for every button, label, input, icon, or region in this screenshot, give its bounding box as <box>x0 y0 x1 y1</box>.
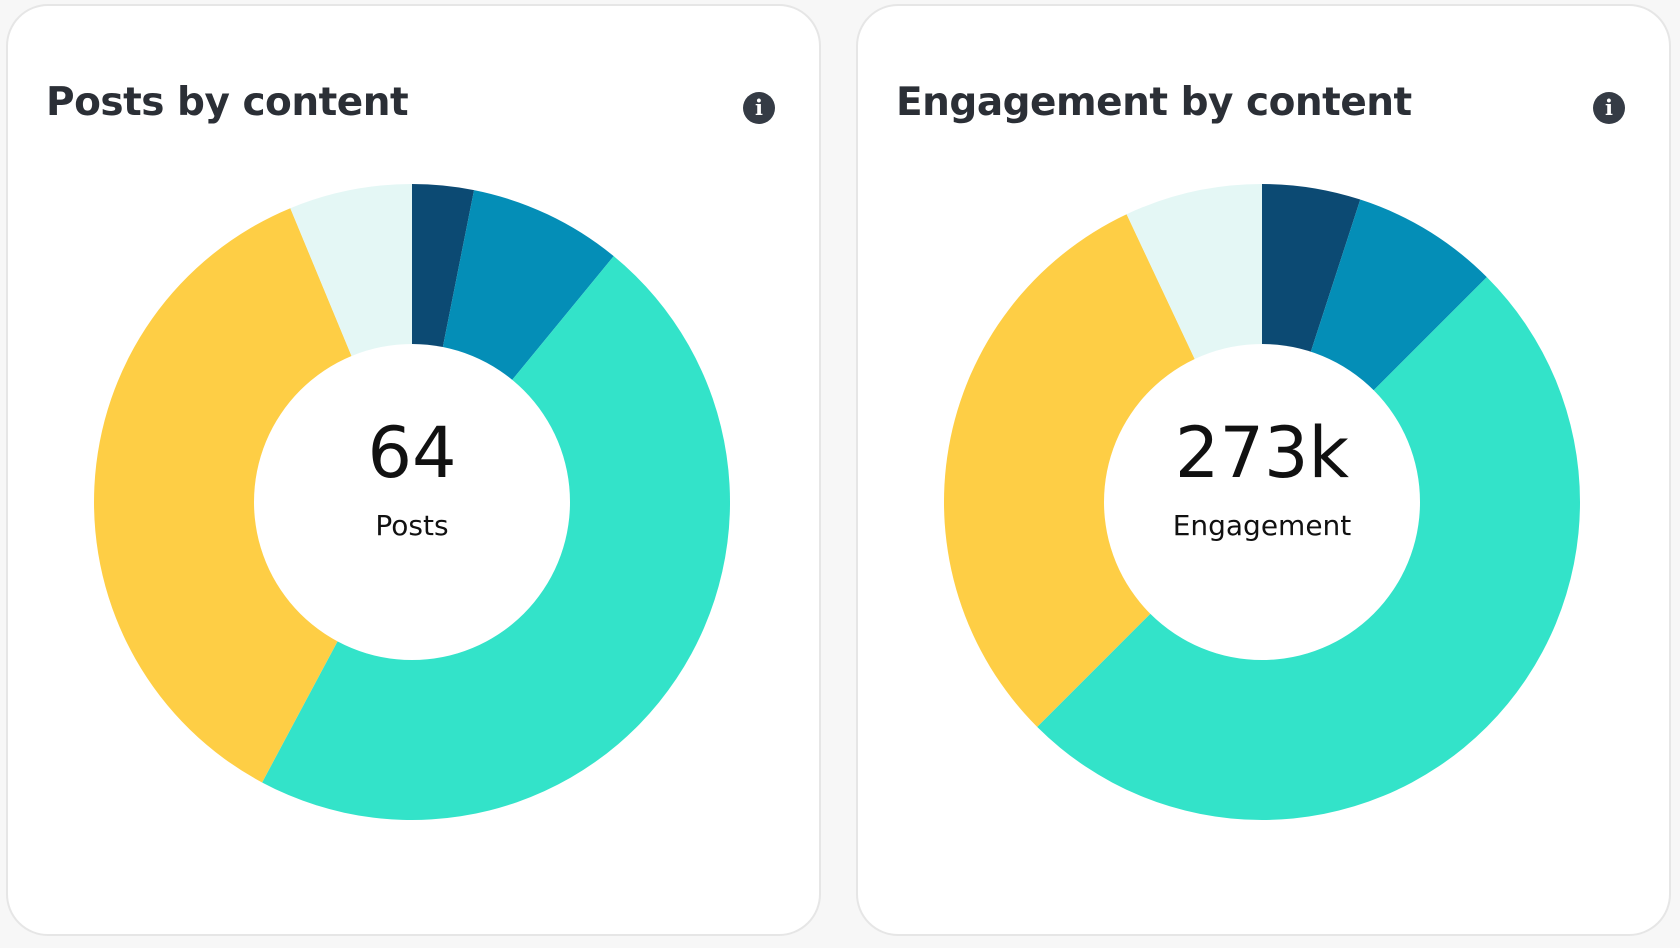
engagement-donut-chart: 273k Engagement <box>943 184 1580 820</box>
posts-donut-chart: 64 Posts <box>94 184 731 821</box>
info-icon[interactable]: i <box>743 92 775 124</box>
posts-by-content-card: Posts by content i 64 Posts <box>6 4 821 936</box>
info-icon[interactable]: i <box>1593 92 1625 124</box>
card-title: Engagement by content <box>896 80 1412 125</box>
card-title: Posts by content <box>46 80 409 125</box>
donut-slice-yellow[interactable] <box>94 208 412 783</box>
donut-hole <box>1104 344 1420 660</box>
center-value: 64 <box>367 412 456 494</box>
center-label: Engagement <box>1173 509 1352 542</box>
donut-slice-yellow[interactable] <box>943 214 1262 727</box>
engagement-by-content-card: Engagement by content i 273k Engagement <box>856 4 1671 936</box>
center-value: 273k <box>1175 412 1350 494</box>
center-label: Posts <box>375 509 448 542</box>
donut-hole <box>254 344 570 660</box>
